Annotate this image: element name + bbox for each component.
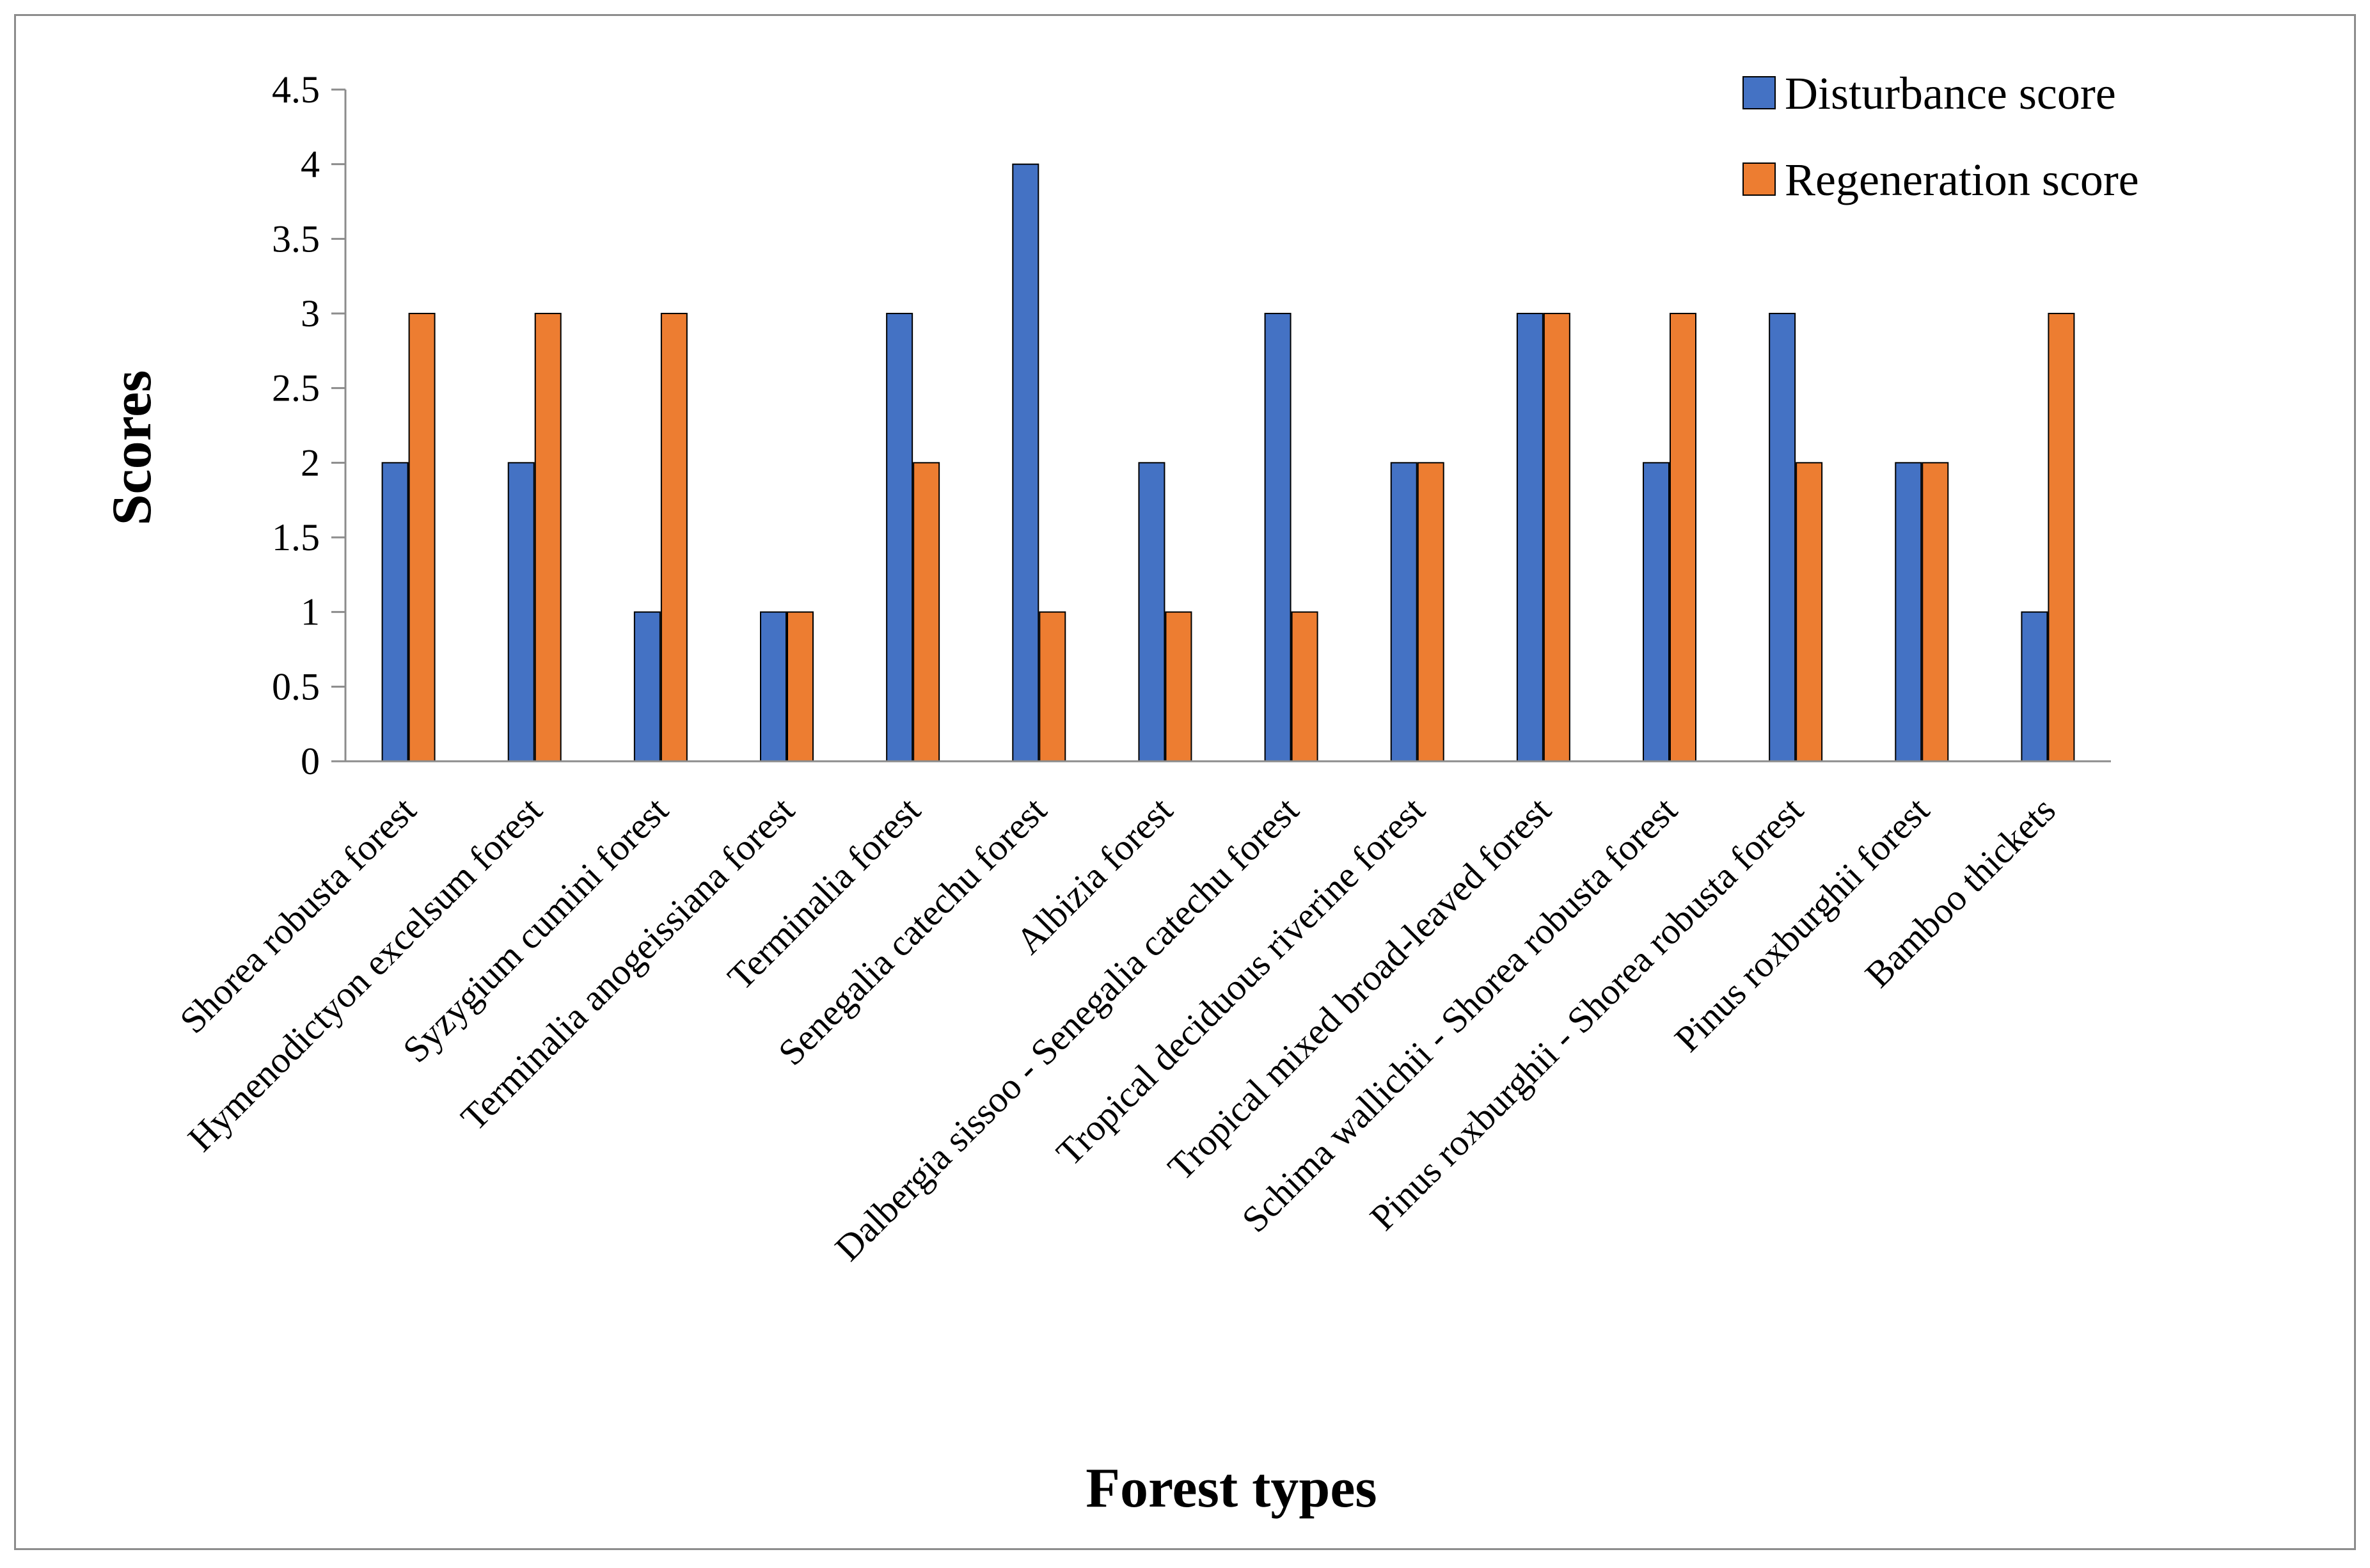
- y-tick-label: 0.5: [272, 665, 320, 708]
- legend-label-disturbance: Disturbance score: [1785, 68, 2116, 119]
- bar-disturbance-2: [507, 462, 535, 762]
- bar-disturbance-11: [1643, 462, 1670, 762]
- bar-disturbance-10: [1516, 313, 1544, 762]
- bar-disturbance-8: [1264, 313, 1292, 762]
- bar-regeneration-12: [1796, 462, 1823, 762]
- bar-disturbance-6: [1012, 163, 1039, 762]
- bar-disturbance-1: [381, 462, 409, 762]
- x-tick-label: Schima wallichii - Shorea robusta forest: [1234, 789, 1685, 1240]
- bar-regeneration-1: [408, 313, 436, 762]
- x-tick-label: Shorea robusta forest: [171, 789, 423, 1041]
- legend-label-regeneration: Regeneration score: [1785, 154, 2139, 205]
- chart-frame: 0 0.5 1 1.5 2 2.5 3 3.5 4 4.5 Shorea robusta fore…: [14, 14, 2356, 1550]
- legend: Disturbance score Regeneration score: [1742, 68, 2139, 205]
- y-tick-label: 2: [301, 441, 320, 484]
- bar-regeneration-5: [913, 462, 940, 762]
- bar-disturbance-7: [1138, 462, 1165, 762]
- x-tick-label: Pinus roxburghii forest: [1666, 789, 1937, 1059]
- bar-regeneration-4: [787, 611, 814, 763]
- bar-regeneration-7: [1165, 611, 1192, 763]
- bar-disturbance-13: [1895, 462, 1922, 762]
- bar-regeneration-10: [1543, 313, 1570, 762]
- bars: [381, 163, 2075, 763]
- x-tick-label: Dalbergia sissoo - Senegalia catechu for…: [827, 789, 1307, 1269]
- bar-disturbance-12: [1769, 313, 1796, 762]
- y-tick-label: 1.5: [272, 516, 320, 558]
- bar-disturbance-5: [886, 313, 913, 762]
- x-tick-label: Pinus roxburghii - Shorea robusta forest: [1362, 789, 1811, 1238]
- bar-regeneration-3: [660, 313, 688, 762]
- bar-regeneration-8: [1291, 611, 1318, 763]
- bar-regeneration-6: [1039, 611, 1066, 763]
- legend-swatch-regeneration: [1742, 162, 1776, 196]
- bar-disturbance-4: [760, 611, 787, 763]
- bar-regeneration-14: [2048, 313, 2075, 762]
- y-tick-label: 3: [301, 292, 320, 335]
- y-axis-ticks: 0 0.5 1 1.5 2 2.5 3 3.5 4 4.5: [272, 68, 345, 782]
- y-tick-label: 0: [301, 740, 320, 782]
- bar-disturbance-14: [2021, 611, 2048, 763]
- y-tick-label: 3.5: [272, 218, 320, 260]
- bar-regeneration-2: [534, 313, 562, 762]
- legend-swatch-disturbance: [1742, 76, 1776, 109]
- bar-regeneration-9: [1417, 462, 1444, 762]
- y-tick-label: 1: [301, 591, 320, 633]
- y-tick-label: 4: [301, 143, 320, 186]
- y-tick-label: 2.5: [272, 367, 320, 409]
- y-axis-title: Scores: [101, 370, 163, 526]
- x-axis-title: Forest types: [1086, 1457, 1377, 1519]
- bar-regeneration-13: [1922, 462, 1949, 762]
- bar-disturbance-9: [1390, 462, 1418, 762]
- bar-regeneration-11: [1670, 313, 1696, 762]
- bar-disturbance-3: [633, 611, 661, 763]
- y-tick-label: 4.5: [272, 68, 320, 111]
- bar-chart: 0 0.5 1 1.5 2 2.5 3 3.5 4 4.5 Shorea robusta fore…: [101, 68, 2139, 1519]
